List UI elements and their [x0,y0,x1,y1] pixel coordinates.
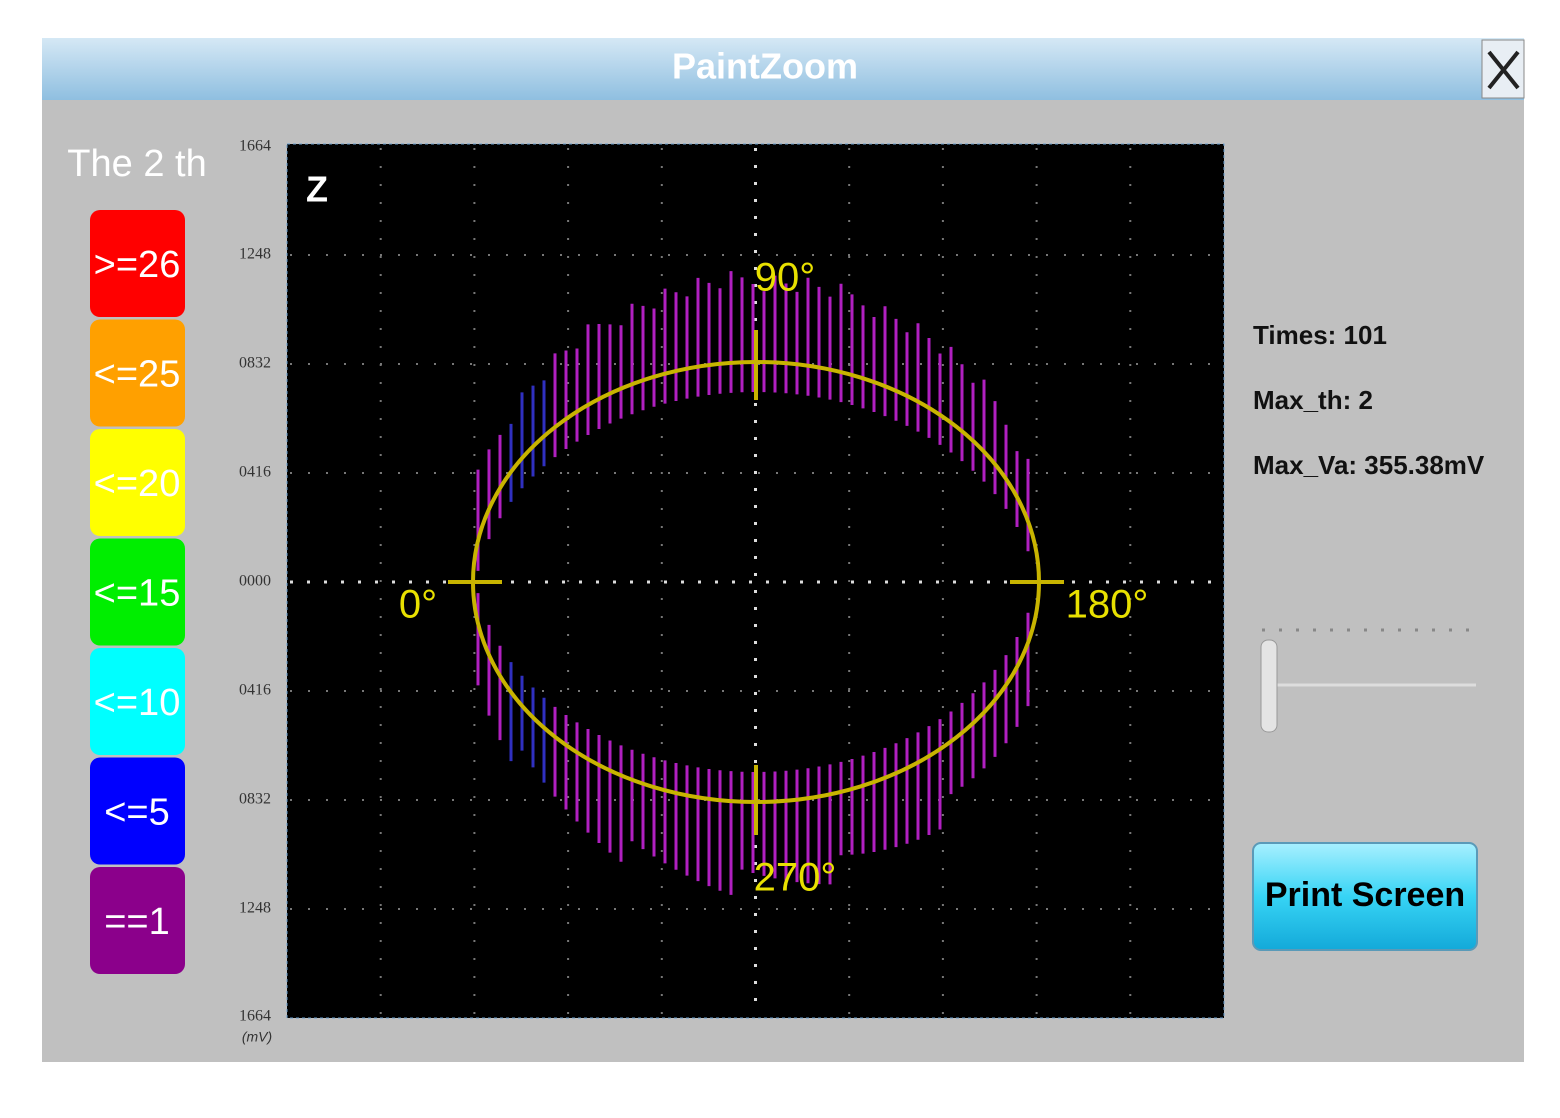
y-axis: 1664 1248 0832 0416 0000 0416 0832 1248 1664 (mV) [239,138,272,1045]
phase-label: 180° [1066,583,1149,627]
legend-swatch [90,210,185,317]
legend-label: <=15 [94,573,181,615]
y-axis-label: 1248 [239,900,271,917]
phase-label: 270° [754,856,837,900]
info-line: Max_th: 2 [1253,385,1373,415]
legend-label: <=10 [94,682,181,724]
legend-label: ==1 [104,901,170,943]
slider[interactable] [1260,628,1476,733]
window-title: PaintZoom [672,46,858,87]
title-bar [42,38,1524,100]
y-axis-label: 0000 [239,573,271,590]
legend-label: <=20 [94,463,181,505]
info-line: Max_Va: 355.38mV [1253,450,1485,480]
y-axis-label: 0416 [239,464,271,481]
legend-label: >=26 [94,244,181,286]
button-label: Print Screen [1265,876,1465,914]
legend-label: <=5 [104,792,170,834]
plot: 0° 90° 180° 270° [290,148,1222,1015]
y-axis-label: 1664 [239,1008,271,1025]
channel-label: Z [306,169,328,210]
legend-swatch [90,429,185,536]
y-axis-label: 0416 [239,682,271,699]
phase-label: 0° [399,583,437,627]
y-axis-unit: (mV) [242,1029,272,1045]
legend-swatch [90,867,185,974]
y-axis-label: 0832 [239,791,271,808]
legend-label: <=25 [94,354,181,396]
legend: >=26 <=25 <=20 <=15 <=10 <=5 ==1 [90,210,185,974]
legend-swatch [90,648,185,755]
y-axis-label: 1248 [239,246,271,263]
phase-label: 90° [755,256,816,300]
legend-swatch [90,538,185,646]
legend-swatch [90,757,185,865]
close-button[interactable] [1481,39,1525,99]
info-panel: Times: 101 Max_th: 2 Max_Va: 355.38mV [1253,320,1485,480]
info-line: Times: 101 [1253,320,1387,350]
y-axis-label: 1664 [239,138,271,155]
y-axis-label: 0832 [239,355,271,372]
legend-swatch [90,319,185,427]
print-screen-button[interactable]: Print Screen [1252,842,1478,951]
legend-title: The 2 th [67,143,206,185]
